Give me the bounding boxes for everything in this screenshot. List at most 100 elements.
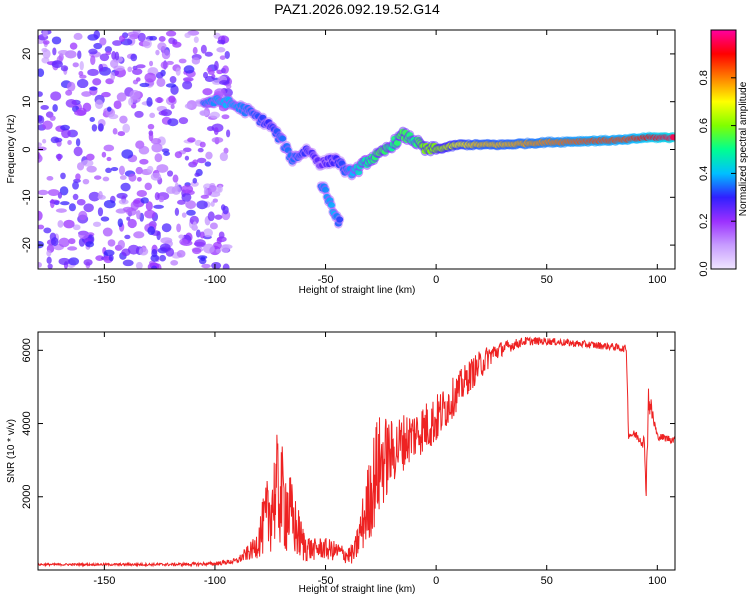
x-tick-label: -50 [318,575,334,587]
noise-blob [172,41,182,48]
noise-blob [117,131,126,137]
noise-blob [196,200,208,210]
noise-blob [216,69,223,75]
noise-blob [129,89,141,100]
noise-blob [117,239,125,250]
noise-blob [57,49,70,55]
y-tick-label: -20 [21,237,33,253]
colorbar-tick-label: 0.8 [698,70,710,85]
noise-blob [168,95,176,103]
noise-blob [148,131,154,142]
noise-blob [204,161,212,167]
x-tick-label: -100 [204,274,226,286]
x-tick-label: 50 [541,274,553,286]
noise-blob [174,207,180,217]
noise-blob [189,215,199,225]
colorbar-tick-label: 0.0 [698,261,710,276]
snr-y-label: SNR (10 * v/v) [6,419,17,483]
noise-blob [207,69,215,75]
noise-blob [72,193,79,201]
noise-blob [210,201,215,207]
x-tick-label: 100 [648,274,666,286]
noise-blob [226,129,231,138]
noise-blob [184,103,193,109]
noise-blob [118,165,125,176]
noise-blob [174,182,179,192]
noise-blob [204,51,213,57]
noise-blob [42,30,48,38]
noise-blob [200,194,210,199]
noise-blob [203,228,213,238]
noise-blob [202,88,213,96]
noise-blob [77,50,82,60]
noise-blob [137,32,146,42]
noise-blob [144,209,156,219]
noise-blob [157,42,167,51]
colorbar-tick-label: 0.6 [698,118,710,133]
noise-blob [182,80,193,90]
noise-blob [51,60,63,69]
noise-blob [158,36,166,42]
noise-blob [192,247,202,255]
noise-blob [150,172,162,181]
noise-blob [158,110,168,116]
noise-blob [220,244,230,253]
noise-blob [51,36,62,45]
noise-blob [68,238,76,245]
noise-blob [200,44,207,54]
y-tick-label: -10 [21,189,33,205]
noise-blob [156,164,169,173]
noise-blob [122,206,134,213]
noise-blob [179,238,189,246]
noise-blob [214,60,219,71]
noise-blob [107,239,116,247]
noise-blob [57,220,64,228]
noise-blob [147,165,154,173]
noise-blob [203,71,209,79]
noise-blob [98,191,103,199]
noise-blob [38,240,45,249]
noise-blob [103,249,115,257]
snr-x-label: Height of straight line (km) [299,584,416,595]
noise-blob [76,78,89,89]
noise-blob [182,77,194,82]
snr-panel: -150 -100 -50 0 50 100 2000 4000 6000 Height of… [6,331,676,595]
noise-blob [136,176,142,182]
noise-blob [149,35,158,41]
noise-blob [94,175,102,180]
noise-blob [72,181,79,190]
colorbar-label: Normalized spectral amplitude [738,81,749,216]
y-tick-label: 20 [21,48,33,60]
noise-blob [177,199,186,205]
colorbar: 0.0 0.2 0.4 0.6 0.8 Normalized spectral ampl… [698,29,749,277]
noise-blob [133,199,141,204]
chart-title: PAZ1.2026.092.19.52.G14 [274,1,440,17]
noise-blob [42,40,50,45]
x-tick-label: 50 [541,575,553,587]
noise-blob [104,46,113,53]
noise-blob [85,241,95,248]
noise-blob [54,137,63,143]
noise-blob [49,115,56,121]
noise-blob [38,224,45,230]
noise-blob [203,243,215,254]
noise-blob [97,123,104,132]
x-tick-label: 0 [433,274,439,286]
branch-core [322,186,330,193]
noise-blob [87,68,99,77]
spectrogram-x-label: Height of straight line (km) [299,285,416,296]
noise-blob [138,247,149,256]
noise-blob [75,138,81,147]
noise-blob [47,189,60,196]
noise-blob [46,176,54,181]
noise-blob [50,91,62,101]
noise-blob [78,230,89,239]
noise-blob [82,102,92,112]
noise-blob [135,166,143,175]
noise-blob [81,159,94,167]
noise-blob [93,42,103,50]
x-tick-label: -50 [318,274,334,286]
noise-blob [124,234,131,240]
noise-blob [165,83,177,88]
